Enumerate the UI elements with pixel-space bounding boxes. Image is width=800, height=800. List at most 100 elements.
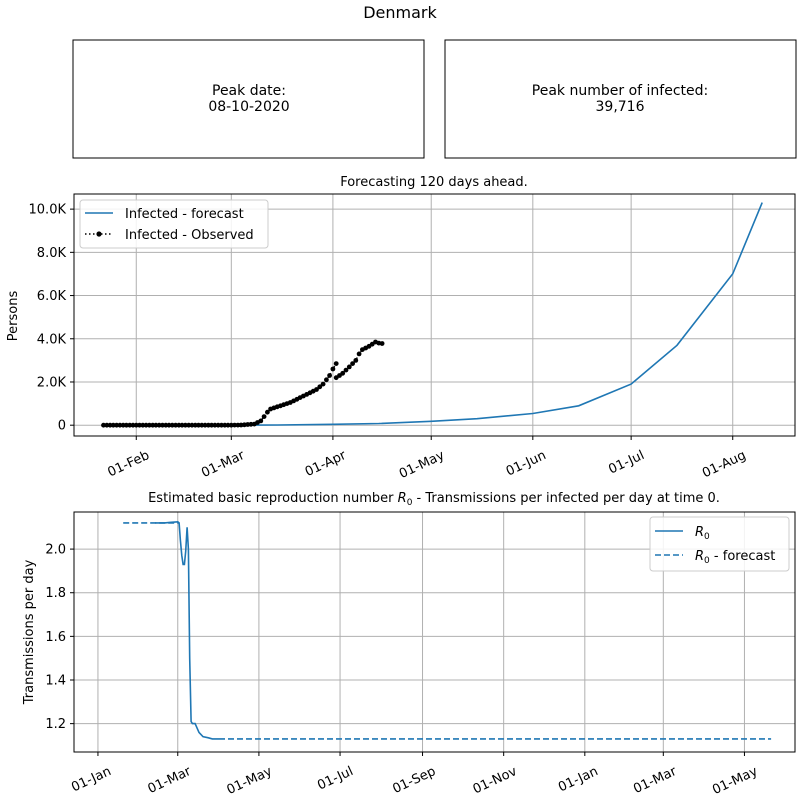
peak-date-box: Peak date: 08-10-2020 (72, 39, 425, 159)
x-tick-label: 01-May (710, 764, 760, 798)
y-tick-label: 1.2 (45, 717, 66, 732)
x-tick-label: 01-Jul (315, 764, 355, 794)
legend-observed-label: Infected - Observed (125, 228, 254, 243)
r0-chart-y-ticks: 1.2 1.4 1.6 1.8 2.0 (45, 543, 74, 732)
observed-point (114, 422, 119, 428)
observed-point (166, 422, 172, 428)
series-1-line (234, 202, 763, 426)
observed-point (225, 422, 231, 428)
observed-point (199, 422, 205, 428)
peak-date-label: Peak date: (212, 83, 286, 99)
legend-r0-forecast-suffix: - forecast (710, 549, 776, 564)
x-tick-label: 01-Jun (504, 448, 549, 479)
x-tick-label: 01-Sep (390, 764, 438, 797)
x-tick-label: 01-Mar (199, 448, 247, 481)
r0-chart: Estimated basic reproduction number R0 -… (22, 491, 796, 798)
observed-point (202, 422, 208, 428)
observed-point (156, 422, 162, 428)
peak-infected-value: 39,716 (596, 99, 645, 115)
r0-title-subscript: 0 (407, 498, 413, 508)
observed-point (140, 422, 146, 428)
x-tick-label: 01-Jul (606, 448, 646, 478)
x-tick-label: 01-Nov (471, 764, 520, 797)
observed-point (196, 422, 201, 428)
x-tick-label: 01-Apr (303, 448, 349, 480)
peak-date-value: 08-10-2020 (208, 99, 289, 115)
x-tick-label: 01-May (397, 448, 447, 482)
observed-point (327, 373, 332, 378)
observed-point (137, 422, 142, 428)
observed-point (110, 422, 116, 428)
r0-title-prefix: Estimated basic reproduction number (148, 491, 398, 506)
x-tick-label: 01-May (225, 764, 275, 798)
infected-chart-frame (73, 193, 796, 437)
series-2-dotted-line (103, 363, 337, 426)
observed-point (353, 358, 359, 363)
observed-point (189, 422, 195, 428)
r0-title-symbol: R (398, 491, 407, 506)
observed-point (215, 422, 221, 428)
legend-r0-symbol: R (695, 525, 704, 540)
observed-point (124, 422, 129, 428)
observed-point (340, 370, 346, 376)
observed-point (179, 422, 185, 428)
observed-point (317, 384, 323, 390)
observed-point (212, 422, 218, 428)
observed-point (333, 361, 339, 366)
observed-point (160, 422, 165, 428)
observed-point (320, 381, 326, 387)
y-tick-label: 1.8 (45, 586, 66, 601)
infected-chart-series (101, 202, 763, 428)
observed-point (356, 351, 362, 357)
x-tick-label: 01-Jan (556, 764, 600, 795)
y-tick-label: 10.0K (29, 203, 67, 218)
r0-chart-series (123, 520, 772, 740)
x-tick-label: 01-Feb (106, 448, 152, 480)
y-tick-label: 6.0K (37, 289, 67, 304)
observed-point (265, 409, 270, 415)
r0-chart-ylabel: Transmissions per day (22, 559, 37, 705)
infected-chart-legend: Infected - forecast Infected - Observed (79, 199, 269, 249)
observed-point (314, 387, 319, 392)
observed-point (153, 422, 159, 428)
r0-chart-legend: R0 R0 - forecast (649, 516, 790, 572)
infected-chart-x-ticks: 01-Feb 01-Mar 01-Apr 01-May 01-Jun 01-Jul 01-A… (106, 436, 748, 482)
legend-r0-forecast-symbol: R (695, 549, 704, 564)
legend-r0-forecast-subscript: 0 (704, 556, 710, 566)
peak-infected-box: Peak number of infected: 39,716 (444, 39, 797, 159)
series-1-line (155, 520, 219, 740)
legend-r0-subscript: 0 (704, 532, 710, 542)
r0-title-suffix: - Transmissions per infected per day at … (412, 491, 720, 506)
y-tick-label: 0 (58, 419, 66, 434)
infected-chart: Forecasting 120 days ahead. 01-Feb 01-Mar… (6, 175, 796, 482)
x-tick-label: 01-Jan (69, 764, 113, 795)
observed-point (346, 364, 352, 370)
observed-point (324, 377, 329, 383)
observed-point (130, 422, 136, 428)
x-tick-label: 01-Mar (146, 764, 194, 797)
observed-point (117, 422, 123, 428)
r0-chart-title: Estimated basic reproduction number R0 -… (148, 491, 720, 508)
observed-point (219, 422, 224, 428)
observed-point (186, 422, 192, 428)
legend-forecast-label: Infected - forecast (125, 207, 244, 222)
infected-chart-ylabel: Persons (6, 291, 21, 342)
peak-infected-label: Peak number of infected: (532, 83, 708, 99)
observed-point (379, 341, 385, 346)
observed-point (350, 361, 355, 366)
observed-point (343, 367, 349, 373)
legend-r0-forecast-label: R0 - forecast (695, 549, 775, 566)
observed-point (169, 422, 175, 428)
observed-point (173, 422, 179, 428)
observed-point (258, 418, 264, 424)
observed-point (330, 366, 336, 372)
figure-title: Denmark (363, 3, 437, 22)
infected-chart-grid (74, 194, 795, 436)
infected-chart-y-ticks: 0 2.0K 4.0K 6.0K 8.0K 10.0K (29, 203, 74, 434)
observed-point (101, 422, 106, 428)
x-tick-label: 01-Mar (631, 764, 679, 797)
x-tick-label: 01-Aug (700, 448, 748, 481)
y-tick-label: 2.0K (37, 375, 67, 390)
y-tick-label: 1.4 (45, 674, 66, 689)
